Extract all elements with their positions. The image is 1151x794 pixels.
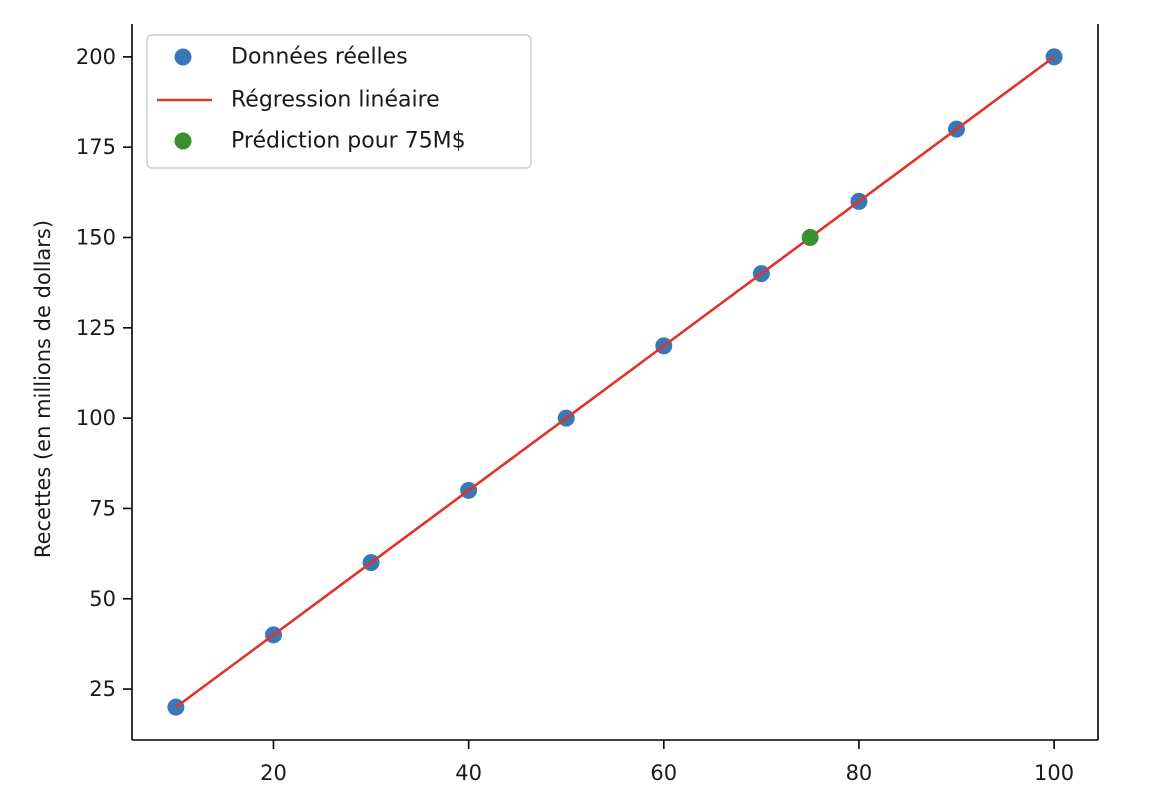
x-tick-label: 60 <box>650 761 677 785</box>
y-tick-label: 150 <box>76 225 116 249</box>
plot-area <box>167 48 1063 716</box>
y-tick-label: 25 <box>89 677 116 701</box>
x-tick-label: 40 <box>455 761 482 785</box>
legend-label: Prédiction pour 75M$ <box>231 129 466 154</box>
prediction-point <box>801 228 819 246</box>
y-tick-label: 50 <box>89 587 116 611</box>
y-tick-label: 125 <box>76 316 116 340</box>
y-tick-label: 75 <box>89 496 116 520</box>
y-tick-label: 175 <box>76 135 116 159</box>
legend-label: Régression linéaire <box>231 88 440 113</box>
y-axis-label: Recettes (en millions de dollars) <box>31 220 55 558</box>
x-tick-label: 20 <box>260 761 287 785</box>
regression-line <box>175 55 1055 709</box>
legend: Données réelles Régression linéaire Prédic… <box>146 34 532 169</box>
x-tick-label: 80 <box>846 761 873 785</box>
axes <box>131 24 1099 741</box>
legend-label: Données réelles <box>231 45 408 70</box>
legend-marker-prediction <box>174 132 192 150</box>
legend-frame <box>146 34 532 169</box>
y-tick-label: 100 <box>76 406 116 430</box>
legend-marker-actual <box>174 48 192 66</box>
x-tick-label: 100 <box>1034 761 1074 785</box>
ticks: 25 50 75 100 125 150 175 200 20 40 60 80 100 <box>76 45 1074 785</box>
y-tick-label: 200 <box>76 45 116 69</box>
